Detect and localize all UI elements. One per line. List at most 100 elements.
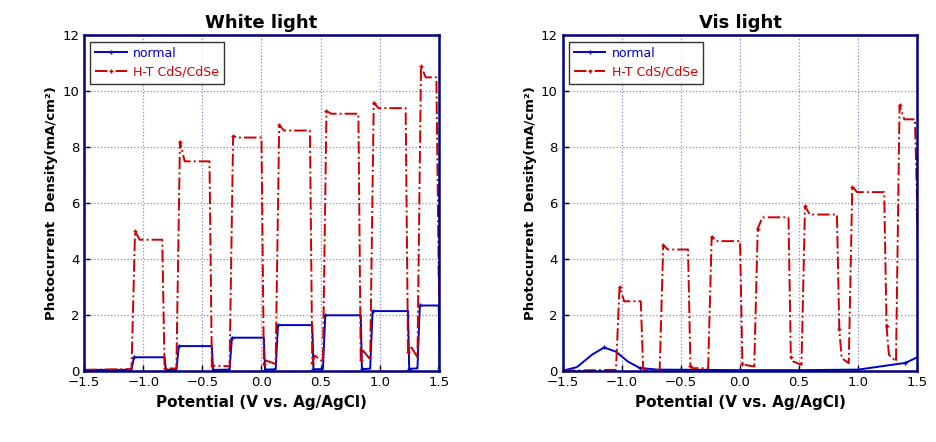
H-T CdS/CdSe <box>124 366 136 372</box>
H-T CdS/CdSe <box>368 100 379 105</box>
H-T CdS/CdSe <box>317 359 329 364</box>
H-T CdS/CdSe <box>258 362 270 367</box>
normal <box>169 367 181 373</box>
normal <box>308 367 319 372</box>
Title: White light: White light <box>205 15 317 32</box>
H-T CdS/CdSe <box>879 190 890 195</box>
H-T CdS/CdSe <box>782 215 794 220</box>
normal <box>415 303 426 308</box>
H-T CdS/CdSe <box>640 367 651 373</box>
H-T CdS/CdSe <box>799 203 811 209</box>
H-T CdS/CdSe <box>710 238 722 244</box>
H-T CdS/CdSe <box>749 364 760 369</box>
X-axis label: Potential (V vs. Ag/AgCl): Potential (V vs. Ag/AgCl) <box>635 395 845 410</box>
H-T CdS/CdSe <box>881 324 892 329</box>
normal <box>206 343 217 349</box>
H-T CdS/CdSe <box>416 64 427 69</box>
H-T CdS/CdSe <box>894 103 905 108</box>
normal <box>365 366 376 371</box>
H-T CdS/CdSe <box>884 352 895 358</box>
H-T CdS/CdSe <box>326 111 337 116</box>
H-T CdS/CdSe <box>831 212 842 217</box>
H-T CdS/CdSe <box>355 358 366 363</box>
Line: normal: normal <box>82 304 442 372</box>
normal <box>269 367 280 372</box>
H-T CdS/CdSe <box>400 106 411 111</box>
H-T CdS/CdSe <box>757 215 768 220</box>
normal <box>403 366 415 371</box>
normal <box>158 354 169 360</box>
H-T CdS/CdSe <box>156 237 168 242</box>
H-T CdS/CdSe <box>912 206 923 212</box>
H-T CdS/CdSe <box>836 355 847 361</box>
H-T CdS/CdSe <box>909 117 920 122</box>
Line: normal: normal <box>561 346 919 373</box>
H-T CdS/CdSe <box>321 108 332 114</box>
H-T CdS/CdSe <box>685 363 696 368</box>
normal <box>305 323 316 328</box>
normal <box>571 364 582 370</box>
Y-axis label: Photocurrent  Density(mA/cm²): Photocurrent Density(mA/cm²) <box>45 86 58 320</box>
normal <box>317 366 329 372</box>
H-T CdS/CdSe <box>79 367 90 373</box>
normal <box>651 367 663 372</box>
normal <box>363 366 374 371</box>
normal <box>433 303 445 308</box>
normal <box>433 366 445 371</box>
normal <box>598 345 609 350</box>
Legend: normal, H-T CdS/CdSe: normal, H-T CdS/CdSe <box>569 42 703 84</box>
H-T CdS/CdSe <box>433 262 445 267</box>
H-T CdS/CdSe <box>663 247 674 252</box>
H-T CdS/CdSe <box>273 122 285 128</box>
normal <box>257 335 269 340</box>
normal <box>402 309 414 314</box>
H-T CdS/CdSe <box>614 285 625 290</box>
H-T CdS/CdSe <box>706 234 717 240</box>
H-T CdS/CdSe <box>161 366 172 371</box>
H-T CdS/CdSe <box>557 368 568 373</box>
H-T CdS/CdSe <box>433 271 445 276</box>
normal <box>224 367 235 372</box>
H-T CdS/CdSe <box>209 363 220 368</box>
H-T CdS/CdSe <box>604 367 615 373</box>
normal <box>208 367 219 373</box>
H-T CdS/CdSe <box>737 362 748 367</box>
normal <box>223 367 234 372</box>
normal <box>307 323 318 328</box>
normal <box>899 360 911 366</box>
Title: Vis light: Vis light <box>698 15 782 32</box>
normal <box>272 323 284 328</box>
H-T CdS/CdSe <box>309 353 320 358</box>
normal <box>853 367 864 372</box>
normal <box>587 352 598 357</box>
H-T CdS/CdSe <box>307 360 318 366</box>
H-T CdS/CdSe <box>785 354 797 360</box>
Legend: normal, H-T CdS/CdSe: normal, H-T CdS/CdSe <box>91 42 224 84</box>
H-T CdS/CdSe <box>834 327 845 332</box>
H-T CdS/CdSe <box>843 361 855 366</box>
H-T CdS/CdSe <box>358 348 369 353</box>
H-T CdS/CdSe <box>129 229 140 234</box>
Line: H-T CdS/CdSe: H-T CdS/CdSe <box>561 103 921 373</box>
H-T CdS/CdSe <box>636 299 647 304</box>
H-T CdS/CdSe <box>847 184 858 189</box>
H-T CdS/CdSe <box>232 135 243 140</box>
H-T CdS/CdSe <box>304 128 315 133</box>
Line: H-T CdS/CdSe: H-T CdS/CdSe <box>82 65 443 372</box>
H-T CdS/CdSe <box>224 364 235 369</box>
normal <box>402 309 413 314</box>
X-axis label: Potential (V vs. Ag/AgCl): Potential (V vs. Ag/AgCl) <box>156 395 367 410</box>
H-T CdS/CdSe <box>899 117 910 122</box>
H-T CdS/CdSe <box>227 133 239 139</box>
normal <box>794 367 805 373</box>
normal <box>622 359 634 364</box>
H-T CdS/CdSe <box>402 349 414 354</box>
H-T CdS/CdSe <box>658 243 669 248</box>
H-T CdS/CdSe <box>431 75 442 80</box>
H-T CdS/CdSe <box>435 338 446 343</box>
normal <box>412 366 423 371</box>
normal <box>160 367 171 373</box>
normal <box>357 366 368 372</box>
normal <box>271 367 282 372</box>
H-T CdS/CdSe <box>914 349 926 354</box>
